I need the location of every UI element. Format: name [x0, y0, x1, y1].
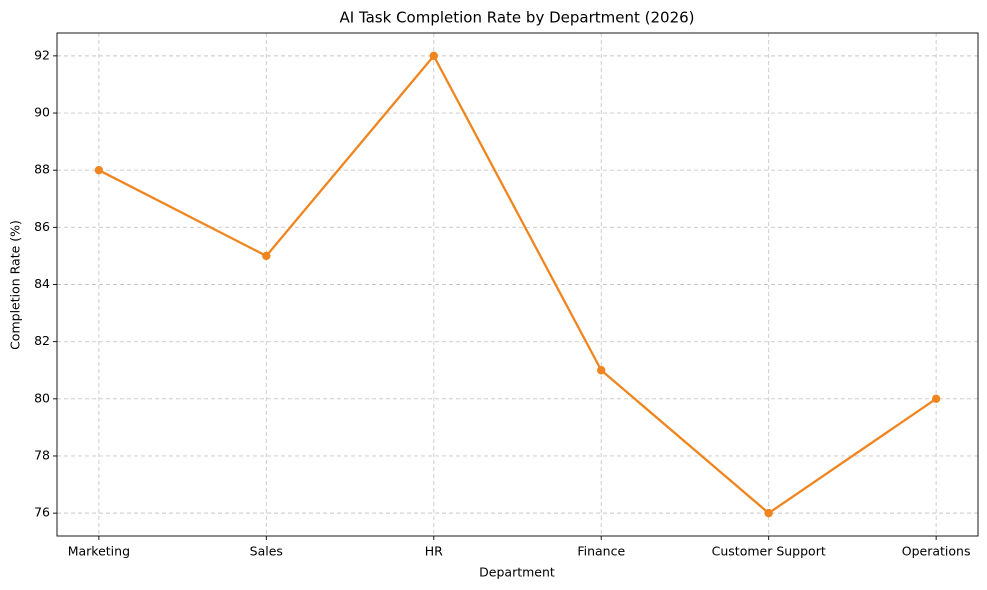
chart-title: AI Task Completion Rate by Department (2…	[339, 9, 694, 27]
y-axis-label: Completion Rate (%)	[8, 220, 23, 350]
data-point	[764, 508, 773, 518]
data-point	[597, 366, 606, 375]
plot-frame	[56, 32, 979, 537]
x-tick-label: Finance	[577, 544, 625, 559]
x-tick-label: Sales	[250, 544, 283, 559]
y-tick-label: 90	[34, 105, 50, 120]
y-tick-label: 88	[34, 162, 50, 177]
x-tick-label: Operations	[902, 544, 971, 559]
data-point	[931, 394, 941, 404]
x-tick-label: HR	[425, 544, 443, 559]
data-line	[98, 54, 937, 515]
x-tick-label: Customer Support	[712, 544, 826, 559]
y-tick-label: 80	[34, 390, 50, 405]
x-tick-label: Marketing	[68, 544, 130, 559]
y-tick-label: 76	[34, 505, 50, 520]
x-axis-label: Department	[479, 565, 555, 580]
y-tick-label: 92	[34, 47, 50, 62]
y-tick-label: 84	[34, 276, 50, 291]
data-point	[94, 165, 104, 175]
y-tick-label: 86	[34, 219, 50, 234]
data-point	[429, 51, 438, 61]
y-tick-label: 82	[34, 333, 50, 348]
y-tick-label: 78	[34, 447, 50, 462]
data-point	[262, 251, 271, 261]
